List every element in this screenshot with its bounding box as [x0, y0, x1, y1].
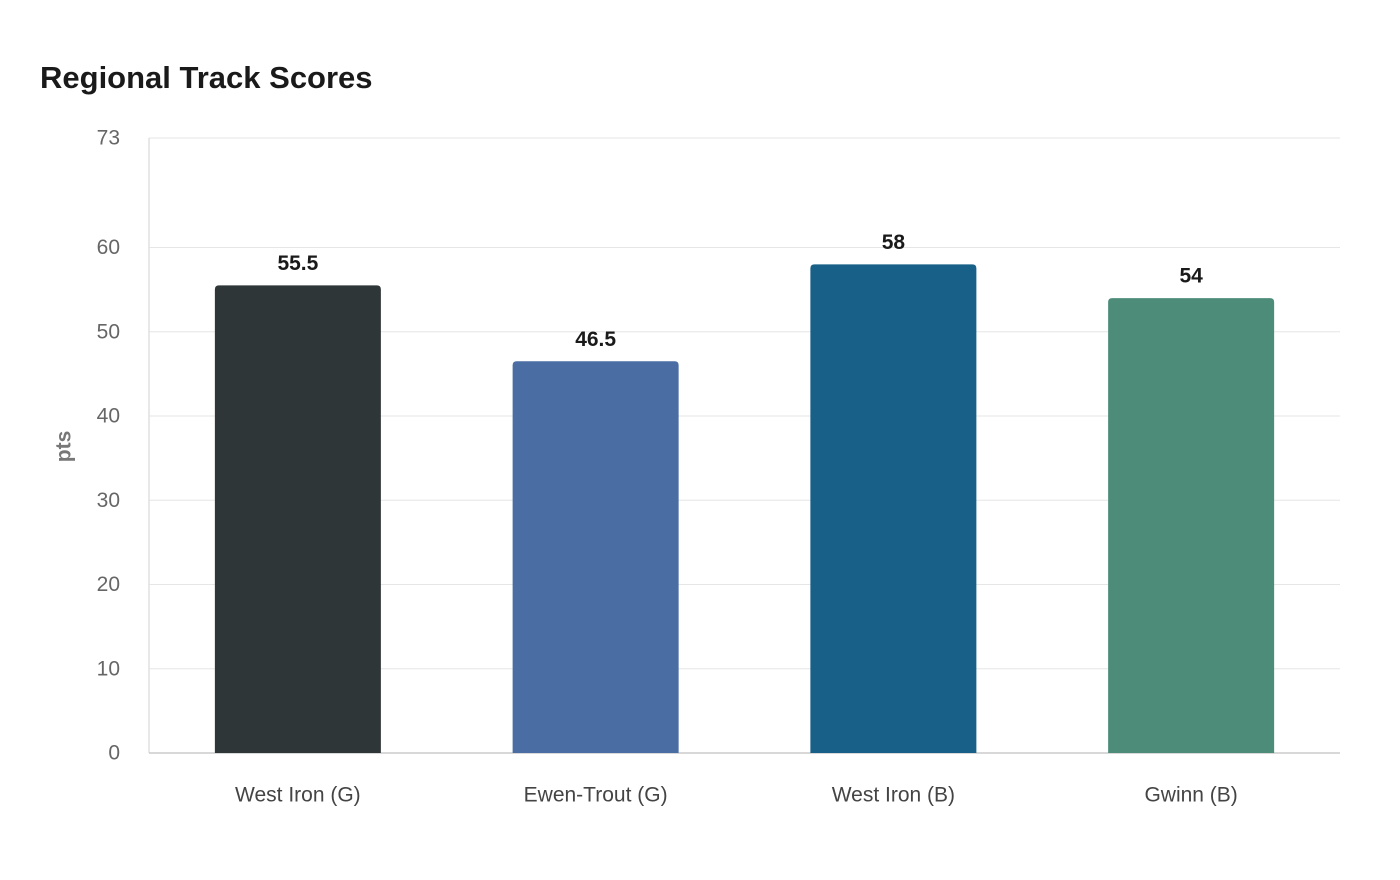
- x-tick-label: West Iron (G): [235, 784, 361, 807]
- bar-0[interactable]: [214, 285, 381, 753]
- y-tick-label: 73: [97, 127, 120, 150]
- y-tick-label: 50: [97, 320, 120, 343]
- chart-title: Regional Track Scores: [40, 60, 373, 95]
- data-label: 46.5: [575, 328, 616, 351]
- x-tick-label: Gwinn (B): [1144, 784, 1237, 807]
- bar-3[interactable]: [1108, 298, 1275, 753]
- data-label: 55.5: [277, 252, 318, 275]
- bar-2[interactable]: [810, 264, 977, 753]
- y-tick-label: 60: [97, 236, 120, 259]
- x-tick-label: Ewen-Trout (G): [524, 784, 668, 807]
- y-tick-label: 0: [108, 742, 120, 765]
- y-tick-label: 20: [97, 573, 120, 596]
- data-label: 58: [882, 231, 906, 254]
- data-label: 54: [1179, 265, 1203, 288]
- y-axis-title: pts: [53, 431, 76, 463]
- y-tick-label: 40: [97, 405, 120, 428]
- labels: 0 10 20 30 40 50 60 73 pts 55.5 West Iron (G) 46.5 E…: [53, 127, 1238, 807]
- bar-1[interactable]: [512, 361, 679, 753]
- x-tick-label: West Iron (B): [832, 784, 955, 807]
- y-tick-label: 30: [97, 489, 120, 512]
- y-tick-label: 10: [97, 657, 120, 680]
- bars: [214, 264, 1275, 753]
